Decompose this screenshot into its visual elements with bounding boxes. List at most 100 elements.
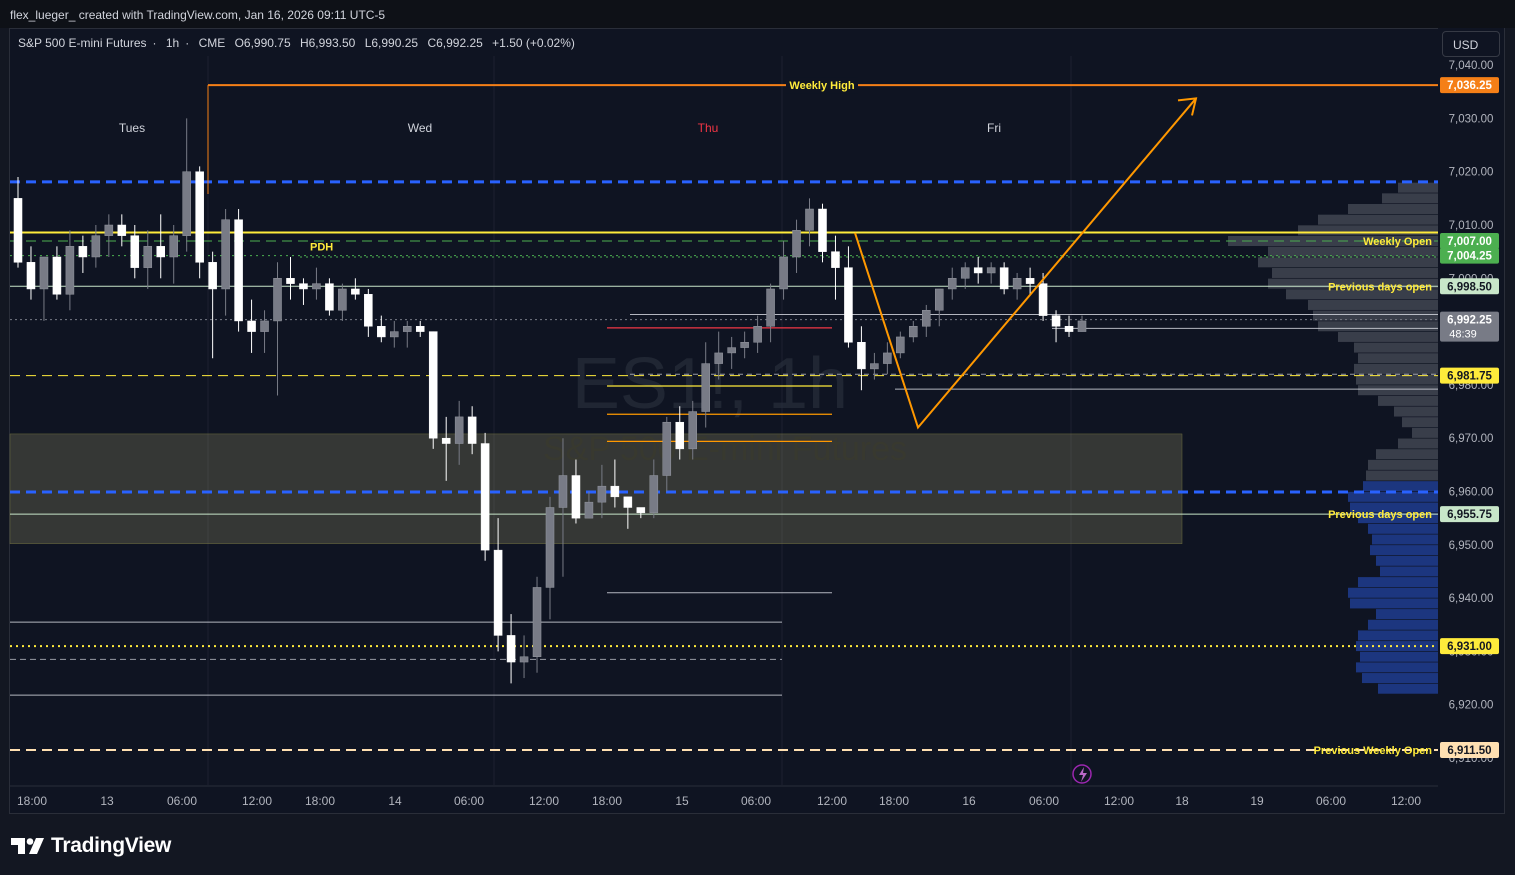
candle-body[interactable] [441,437,451,444]
candle-body[interactable] [584,501,594,519]
candle-body[interactable] [39,256,49,290]
candle-body[interactable] [454,416,464,444]
candle-body[interactable] [78,246,88,258]
candle-body[interactable] [999,267,1009,290]
candle-body[interactable] [662,421,672,476]
candle-body[interactable] [286,278,295,284]
candle-body[interactable] [1051,315,1061,327]
candle-body[interactable] [714,352,723,364]
level-label: Previous Weekly Open [1314,745,1433,757]
volume-profile-bar [1348,491,1438,502]
tradingview-logo[interactable]: TradingView [11,834,171,858]
candle-body[interactable] [558,475,568,508]
candle-body[interactable] [1025,278,1035,284]
candle-body[interactable] [947,278,957,290]
candle-body[interactable] [91,235,101,258]
price-axis[interactable] [1438,28,1504,787]
symbol-exchange: CME [198,36,226,50]
candle-body[interactable] [934,288,944,311]
candle-body[interactable] [831,251,840,268]
candle-body[interactable] [779,256,788,290]
candle-body[interactable] [701,363,710,412]
candle-body[interactable] [65,246,75,295]
candle-body[interactable] [325,283,334,311]
candle-body[interactable] [351,288,360,295]
price-label-text: 6,911.50 [1447,745,1491,757]
candle-body[interactable] [610,485,620,498]
candle-body[interactable] [740,342,749,348]
candle-body[interactable] [844,267,853,343]
chart-pane[interactable] [9,28,1505,814]
candle-body[interactable] [338,288,347,311]
candle-body[interactable] [973,267,983,274]
candle-body[interactable] [260,320,269,332]
candle-body[interactable] [247,320,256,332]
candle-body[interactable] [299,283,308,290]
candle-body[interactable] [467,416,477,444]
candle-body[interactable] [221,219,230,290]
candle-body[interactable] [428,331,438,439]
candle-body[interactable] [104,224,114,236]
volume-profile-bar [1286,289,1438,300]
candle-body[interactable] [117,224,127,236]
candle-body[interactable] [13,198,23,263]
candle-body[interactable] [480,443,490,551]
currency-button[interactable]: USD [1442,31,1500,57]
price-axis-tick: 6,950.00 [1449,540,1494,552]
candle-body[interactable] [792,230,801,258]
candle-body[interactable] [130,235,140,268]
candle-body[interactable] [195,171,204,263]
candle-body[interactable] [493,549,503,636]
candle-body[interactable] [182,171,191,236]
level-label: Previous days open [1328,509,1432,521]
candle-body[interactable] [273,278,282,322]
candle-body[interactable] [922,310,931,327]
candle-body[interactable] [532,587,542,657]
candle-body[interactable] [312,283,321,290]
candle-body[interactable] [623,496,633,508]
candle-body[interactable] [818,208,827,252]
candle-body[interactable] [26,262,36,290]
candle-body[interactable] [143,246,153,268]
candle-body[interactable] [986,267,996,274]
candle-body[interactable] [402,326,412,332]
candle-body[interactable] [1038,283,1048,316]
candle-body[interactable] [52,256,62,295]
candle-body[interactable] [364,294,373,327]
candle-body[interactable] [506,635,516,663]
volume-profile-bar [1350,502,1438,513]
candle-body[interactable] [896,336,905,354]
candle-body[interactable] [1077,320,1087,332]
candle-body[interactable] [883,352,892,364]
candle-body[interactable] [649,475,659,514]
candle-body[interactable] [597,485,607,503]
candle-body[interactable] [636,507,646,514]
candle-body[interactable] [727,347,736,354]
candle-body[interactable] [545,507,555,588]
candle-body[interactable] [1064,326,1074,332]
candle-body[interactable] [1012,278,1022,290]
candle-body[interactable] [415,326,425,332]
candle-body[interactable] [571,475,581,519]
time-axis-tick: 18:00 [17,794,47,808]
candle-body[interactable] [377,326,386,338]
candle-body[interactable] [519,656,529,663]
candle-body[interactable] [390,331,399,338]
candle-body[interactable] [675,421,685,450]
symbol-legend[interactable]: S&P 500 E-mini Futures · 1h · CME O6,990.7… [18,36,575,50]
candle-body[interactable] [688,411,698,450]
projection-path[interactable] [854,97,1197,430]
candle-body[interactable] [156,246,166,258]
candle-body[interactable] [766,288,775,327]
candle-body[interactable] [753,326,762,343]
event-lightning-icon[interactable] [1072,764,1092,784]
candle-body[interactable] [208,262,217,290]
candle-body[interactable] [805,208,814,231]
candle-body[interactable] [909,326,918,338]
candle-body[interactable] [234,219,243,322]
candle-body[interactable] [857,342,866,370]
candle-body[interactable] [870,363,879,370]
candle-body[interactable] [169,235,178,258]
candle-body[interactable] [960,267,970,279]
